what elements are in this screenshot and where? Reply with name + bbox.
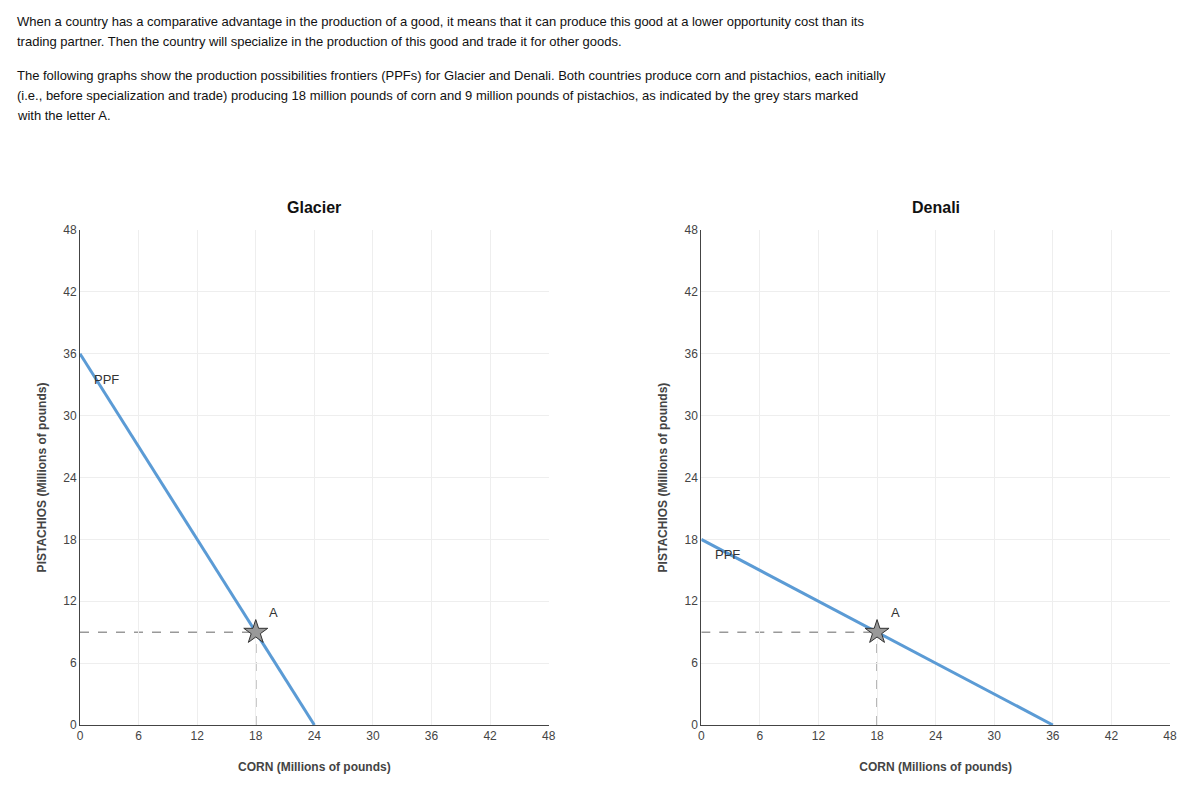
svg-text:CORN (Millions of pounds): CORN (Millions of pounds) — [238, 760, 391, 774]
svg-text:18: 18 — [870, 729, 884, 743]
svg-text:30: 30 — [988, 729, 1002, 743]
svg-text:12: 12 — [190, 729, 204, 743]
svg-text:24: 24 — [63, 471, 77, 485]
svg-text:18: 18 — [63, 533, 77, 547]
svg-text:36: 36 — [1046, 729, 1060, 743]
svg-text:Denali: Denali — [912, 199, 960, 216]
svg-text:18: 18 — [249, 729, 263, 743]
svg-text:48: 48 — [685, 223, 699, 237]
svg-text:Glacier: Glacier — [287, 199, 341, 216]
svg-text:12: 12 — [685, 594, 699, 608]
svg-text:12: 12 — [812, 729, 826, 743]
svg-text:6: 6 — [135, 729, 142, 743]
svg-text:A: A — [269, 605, 278, 620]
svg-text:with the letter A.: with the letter A. — [17, 108, 111, 123]
svg-text:48: 48 — [1163, 729, 1177, 743]
svg-text:CORN (Millions of pounds): CORN (Millions of pounds) — [859, 760, 1012, 774]
svg-text:PPF: PPF — [94, 372, 119, 387]
svg-text:When a country has a comparati: When a country has a comparative advanta… — [17, 14, 864, 29]
svg-text:42: 42 — [685, 285, 699, 299]
svg-text:PPF: PPF — [715, 547, 740, 562]
svg-text:PISTACHIOS (Millions of pounds: PISTACHIOS (Millions of pounds) — [656, 383, 670, 573]
svg-text:30: 30 — [366, 729, 380, 743]
svg-text:trading partner. Then the coun: trading partner. Then the country will s… — [17, 34, 622, 49]
svg-text:0: 0 — [70, 718, 77, 732]
svg-text:42: 42 — [1105, 729, 1119, 743]
svg-text:0: 0 — [698, 729, 705, 743]
svg-text:42: 42 — [63, 285, 77, 299]
svg-text:48: 48 — [63, 223, 77, 237]
svg-text:12: 12 — [63, 594, 77, 608]
svg-text:PISTACHIOS (Millions of pounds: PISTACHIOS (Millions of pounds) — [35, 383, 49, 573]
svg-text:30: 30 — [685, 409, 699, 423]
svg-text:The following graphs show the: The following graphs show the production… — [17, 68, 886, 83]
svg-text:24: 24 — [685, 471, 699, 485]
svg-text:(i.e., before specialization a: (i.e., before specialization and trade) … — [17, 88, 858, 103]
svg-text:24: 24 — [929, 729, 943, 743]
svg-text:A: A — [891, 605, 900, 620]
svg-text:6: 6 — [757, 729, 764, 743]
svg-text:42: 42 — [483, 729, 497, 743]
svg-text:30: 30 — [63, 409, 77, 423]
svg-text:6: 6 — [691, 656, 698, 670]
svg-text:36: 36 — [425, 729, 439, 743]
svg-text:36: 36 — [63, 347, 77, 361]
svg-text:24: 24 — [308, 729, 322, 743]
svg-text:36: 36 — [685, 347, 699, 361]
svg-text:0: 0 — [77, 729, 84, 743]
svg-text:18: 18 — [685, 533, 699, 547]
svg-text:48: 48 — [542, 729, 556, 743]
svg-text:0: 0 — [691, 718, 698, 732]
svg-text:6: 6 — [70, 656, 77, 670]
